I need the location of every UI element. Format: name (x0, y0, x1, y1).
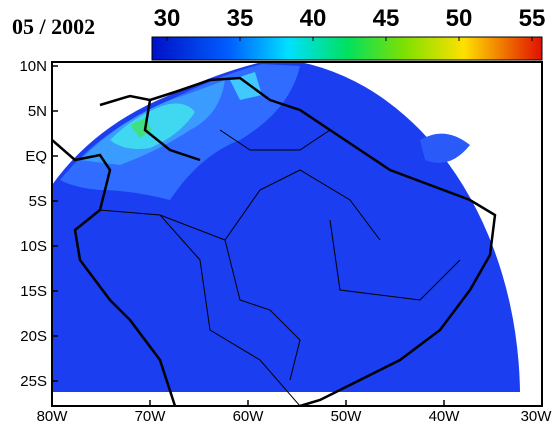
lat-label: 10S (20, 238, 47, 255)
lat-label: EQ (25, 148, 47, 165)
borders (99, 129, 461, 406)
lon-label: 50W (331, 408, 363, 425)
lat-label: 25S (20, 373, 47, 390)
date-title: 05 / 2002 (12, 14, 95, 39)
colorbar (151, 36, 543, 61)
colorbar-tick-label: 50 (446, 5, 473, 32)
map-frame (51, 61, 543, 407)
colorbar-tick-label: 35 (227, 5, 254, 32)
lat-label: 10N (19, 58, 47, 75)
map (52, 62, 542, 406)
colorbar-tick-label: 30 (154, 5, 181, 32)
coastlines (52, 76, 497, 406)
lat-label: 5N (28, 103, 47, 120)
lon-label: 60W (233, 408, 265, 425)
lat-label: 20S (20, 328, 47, 345)
colorbar-tick-label: 45 (373, 5, 400, 32)
colorbar-tick-label: 40 (300, 5, 327, 32)
lat-label: 5S (29, 193, 47, 210)
lon-label: 40W (429, 408, 461, 425)
lon-label: 30W (521, 408, 553, 425)
lat-label: 15S (20, 283, 47, 300)
colorbar-tick-label: 55 (519, 5, 546, 32)
lon-label: 80W (37, 408, 69, 425)
lon-label: 70W (135, 408, 167, 425)
